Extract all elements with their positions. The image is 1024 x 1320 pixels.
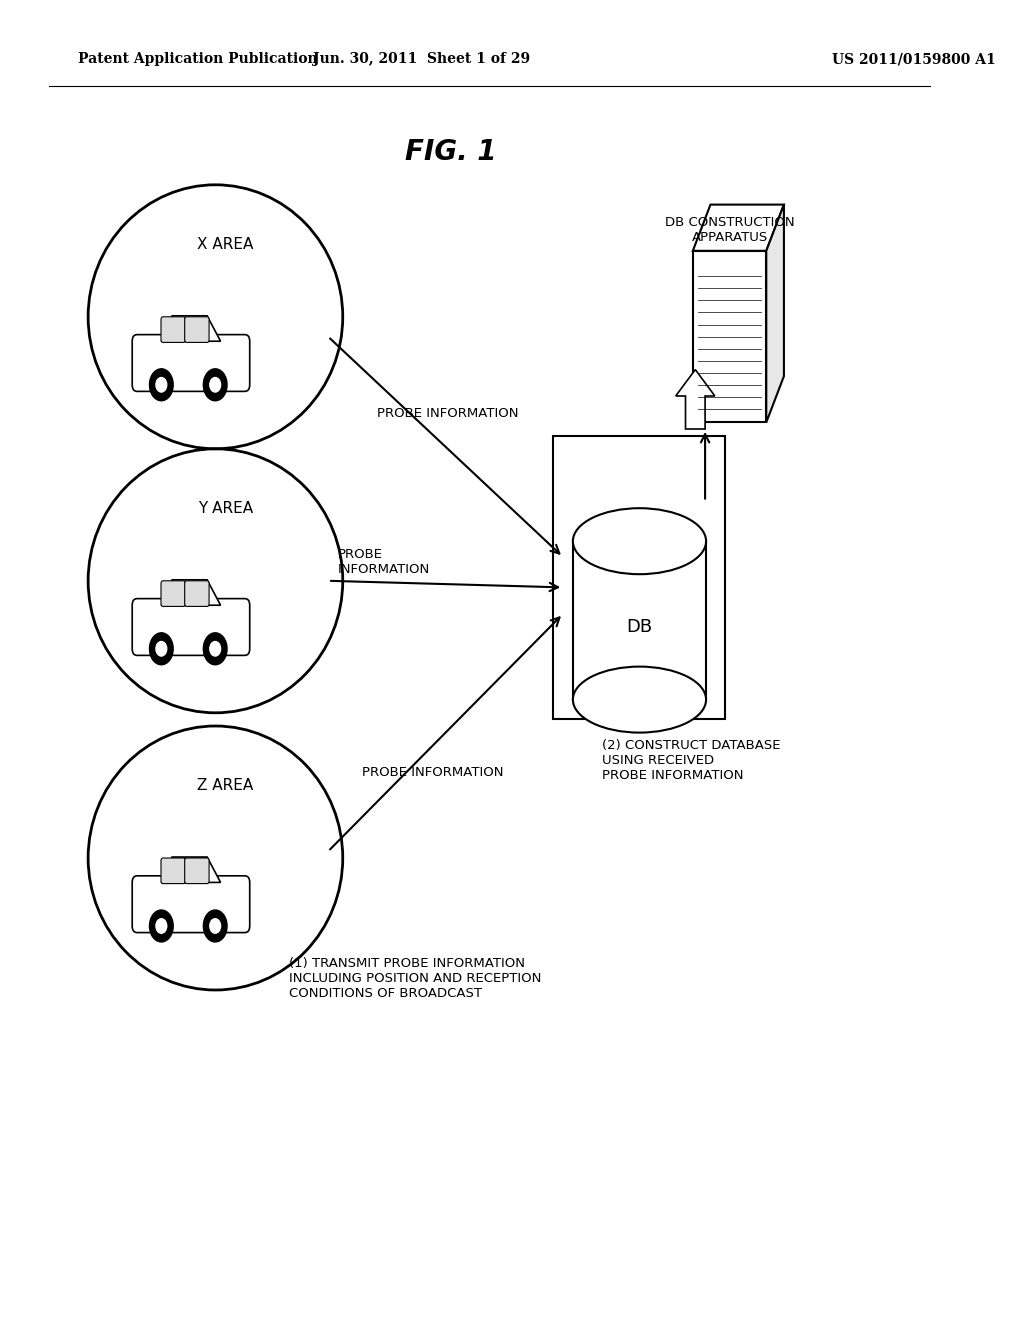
- Circle shape: [150, 632, 173, 665]
- FancyBboxPatch shape: [132, 334, 250, 391]
- Circle shape: [204, 632, 227, 665]
- Polygon shape: [693, 205, 784, 251]
- Text: PROBE INFORMATION: PROBE INFORMATION: [377, 407, 518, 420]
- Circle shape: [150, 909, 173, 942]
- Text: PROBE INFORMATION: PROBE INFORMATION: [362, 766, 504, 779]
- Text: X AREA: X AREA: [197, 236, 253, 252]
- Bar: [572, 541, 707, 700]
- Circle shape: [210, 919, 220, 933]
- Polygon shape: [766, 205, 784, 422]
- Ellipse shape: [572, 667, 707, 733]
- Ellipse shape: [572, 508, 707, 574]
- Circle shape: [210, 378, 220, 392]
- FancyBboxPatch shape: [161, 581, 185, 606]
- FancyBboxPatch shape: [693, 251, 766, 422]
- FancyBboxPatch shape: [553, 436, 725, 719]
- Circle shape: [156, 919, 167, 933]
- Circle shape: [150, 368, 173, 401]
- Text: PROBE
INFORMATION: PROBE INFORMATION: [338, 548, 430, 577]
- Polygon shape: [162, 857, 220, 882]
- Text: Jun. 30, 2011  Sheet 1 of 29: Jun. 30, 2011 Sheet 1 of 29: [312, 53, 529, 66]
- Polygon shape: [162, 579, 220, 605]
- FancyBboxPatch shape: [132, 876, 250, 932]
- FancyBboxPatch shape: [184, 858, 209, 883]
- Text: (1) TRANSMIT PROBE INFORMATION
INCLUDING POSITION AND RECEPTION
CONDITIONS OF BR: (1) TRANSMIT PROBE INFORMATION INCLUDING…: [289, 957, 542, 1001]
- Text: DB CONSTRUCTION
APPARATUS: DB CONSTRUCTION APPARATUS: [665, 216, 795, 244]
- Circle shape: [156, 378, 167, 392]
- Text: DB: DB: [627, 618, 652, 636]
- Polygon shape: [162, 315, 220, 342]
- Circle shape: [210, 642, 220, 656]
- Circle shape: [204, 368, 227, 401]
- FancyBboxPatch shape: [161, 858, 185, 883]
- Text: US 2011/0159800 A1: US 2011/0159800 A1: [833, 53, 996, 66]
- Circle shape: [156, 642, 167, 656]
- Text: FIG. 1: FIG. 1: [404, 137, 497, 166]
- FancyBboxPatch shape: [132, 598, 250, 655]
- Text: Y AREA: Y AREA: [198, 500, 253, 516]
- FancyBboxPatch shape: [161, 317, 185, 342]
- Text: Z AREA: Z AREA: [197, 777, 253, 793]
- FancyBboxPatch shape: [184, 317, 209, 342]
- Circle shape: [204, 909, 227, 942]
- Text: Patent Application Publication: Patent Application Publication: [79, 53, 318, 66]
- FancyBboxPatch shape: [184, 581, 209, 606]
- Polygon shape: [676, 370, 715, 429]
- Text: (2) CONSTRUCT DATABASE
USING RECEIVED
PROBE INFORMATION: (2) CONSTRUCT DATABASE USING RECEIVED PR…: [602, 739, 780, 783]
